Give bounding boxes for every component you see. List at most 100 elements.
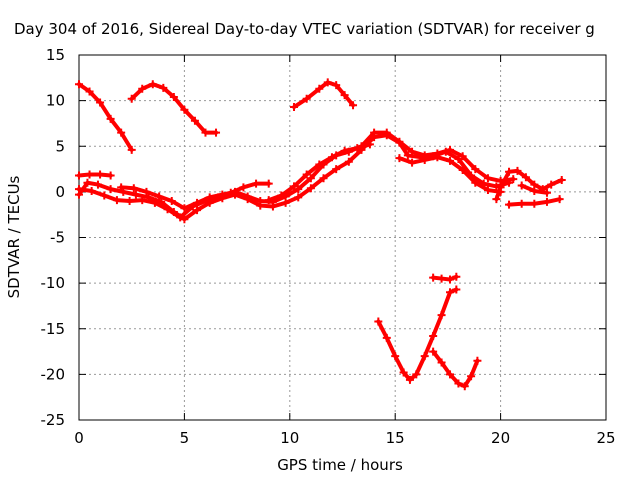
data-point [138, 84, 147, 93]
x-tick-label: 25 [596, 429, 615, 447]
data-point [256, 197, 265, 205]
data-point [446, 370, 455, 379]
series-trace [77, 172, 113, 178]
y-tick-label: -25 [41, 411, 66, 429]
data-point [458, 165, 467, 174]
data-point [517, 181, 526, 190]
data-point [408, 147, 417, 156]
data-point [429, 273, 438, 282]
data-point [332, 165, 341, 174]
data-point [420, 352, 429, 361]
data-point [446, 156, 455, 165]
data-point [467, 372, 476, 381]
data-point [405, 375, 414, 384]
data-point [106, 114, 115, 123]
data-point [252, 179, 261, 188]
data-point [96, 98, 105, 107]
data-point [530, 186, 539, 195]
data-point [420, 155, 429, 164]
data-point [374, 317, 383, 326]
data-point [315, 84, 324, 93]
data-point [264, 179, 273, 188]
data-series [75, 170, 115, 180]
data-point [542, 197, 551, 206]
data-point [391, 352, 400, 361]
data-point [429, 332, 438, 341]
data-point [131, 190, 140, 199]
data-point [496, 183, 505, 192]
series-trace [77, 82, 134, 152]
data-point [446, 275, 455, 284]
data-point [93, 180, 102, 189]
data-point [106, 171, 115, 180]
y-tick-label: 0 [55, 183, 65, 201]
data-point [201, 128, 210, 137]
data-series [429, 272, 461, 284]
data-point [180, 215, 189, 224]
data-series [290, 78, 358, 112]
data-point [382, 128, 391, 137]
data-point [83, 178, 92, 187]
y-tick-label: 10 [46, 92, 65, 110]
data-point [349, 101, 358, 110]
data-point [483, 174, 492, 183]
data-point [332, 81, 341, 90]
y-axis-label: SDTVAR / TECUs [5, 175, 23, 298]
data-point [180, 105, 189, 114]
series-trace [431, 274, 459, 282]
x-tick-label: 20 [491, 429, 510, 447]
data-point [180, 204, 189, 213]
data-point [159, 83, 168, 92]
data-point [471, 178, 480, 187]
data-point [530, 199, 539, 208]
data-point [408, 158, 417, 167]
data-point [395, 137, 404, 146]
data-point [129, 184, 138, 193]
data-point [155, 192, 164, 201]
data-point [452, 272, 461, 281]
data-point [277, 191, 286, 200]
data-point [399, 368, 408, 377]
data-point [353, 144, 362, 153]
data-point [315, 160, 324, 169]
data-point [75, 190, 83, 199]
data-point [458, 152, 467, 161]
data-series [127, 80, 221, 137]
data-point [437, 358, 446, 367]
data-point [370, 128, 379, 137]
data-point [542, 188, 551, 197]
data-point [169, 92, 178, 101]
data-series [492, 166, 566, 204]
data-series [505, 195, 564, 209]
data-point [148, 80, 157, 89]
data-point [85, 170, 94, 179]
data-point [127, 145, 136, 154]
data-series [264, 140, 374, 205]
chart-title: Day 304 of 2016, Sidereal Day-to-day VTE… [14, 20, 595, 38]
data-point [193, 206, 202, 215]
data-point [306, 184, 315, 193]
data-series [429, 347, 482, 391]
data-point [264, 196, 273, 205]
data-point [100, 191, 109, 200]
data-point [437, 311, 446, 320]
x-tick-label: 15 [386, 429, 405, 447]
data-series [75, 80, 136, 154]
x-tick-label: 10 [280, 429, 299, 447]
data-point [169, 207, 178, 216]
data-point [112, 196, 121, 205]
data-point [323, 78, 332, 87]
data-point [190, 116, 199, 125]
data-point [365, 140, 374, 149]
data-point [193, 198, 202, 207]
data-point [319, 174, 328, 183]
data-point [446, 288, 455, 297]
x-tick-label: 5 [180, 429, 190, 447]
data-point [492, 195, 501, 204]
axis-ticks: 0 5 10 15 20 25 -25 -20 -15 -10 -5 0 5 10 15 [41, 46, 616, 447]
data-point [230, 187, 239, 196]
data-point [340, 146, 349, 155]
data-point [290, 103, 299, 112]
x-axis-label: GPS time / hours [277, 456, 403, 474]
